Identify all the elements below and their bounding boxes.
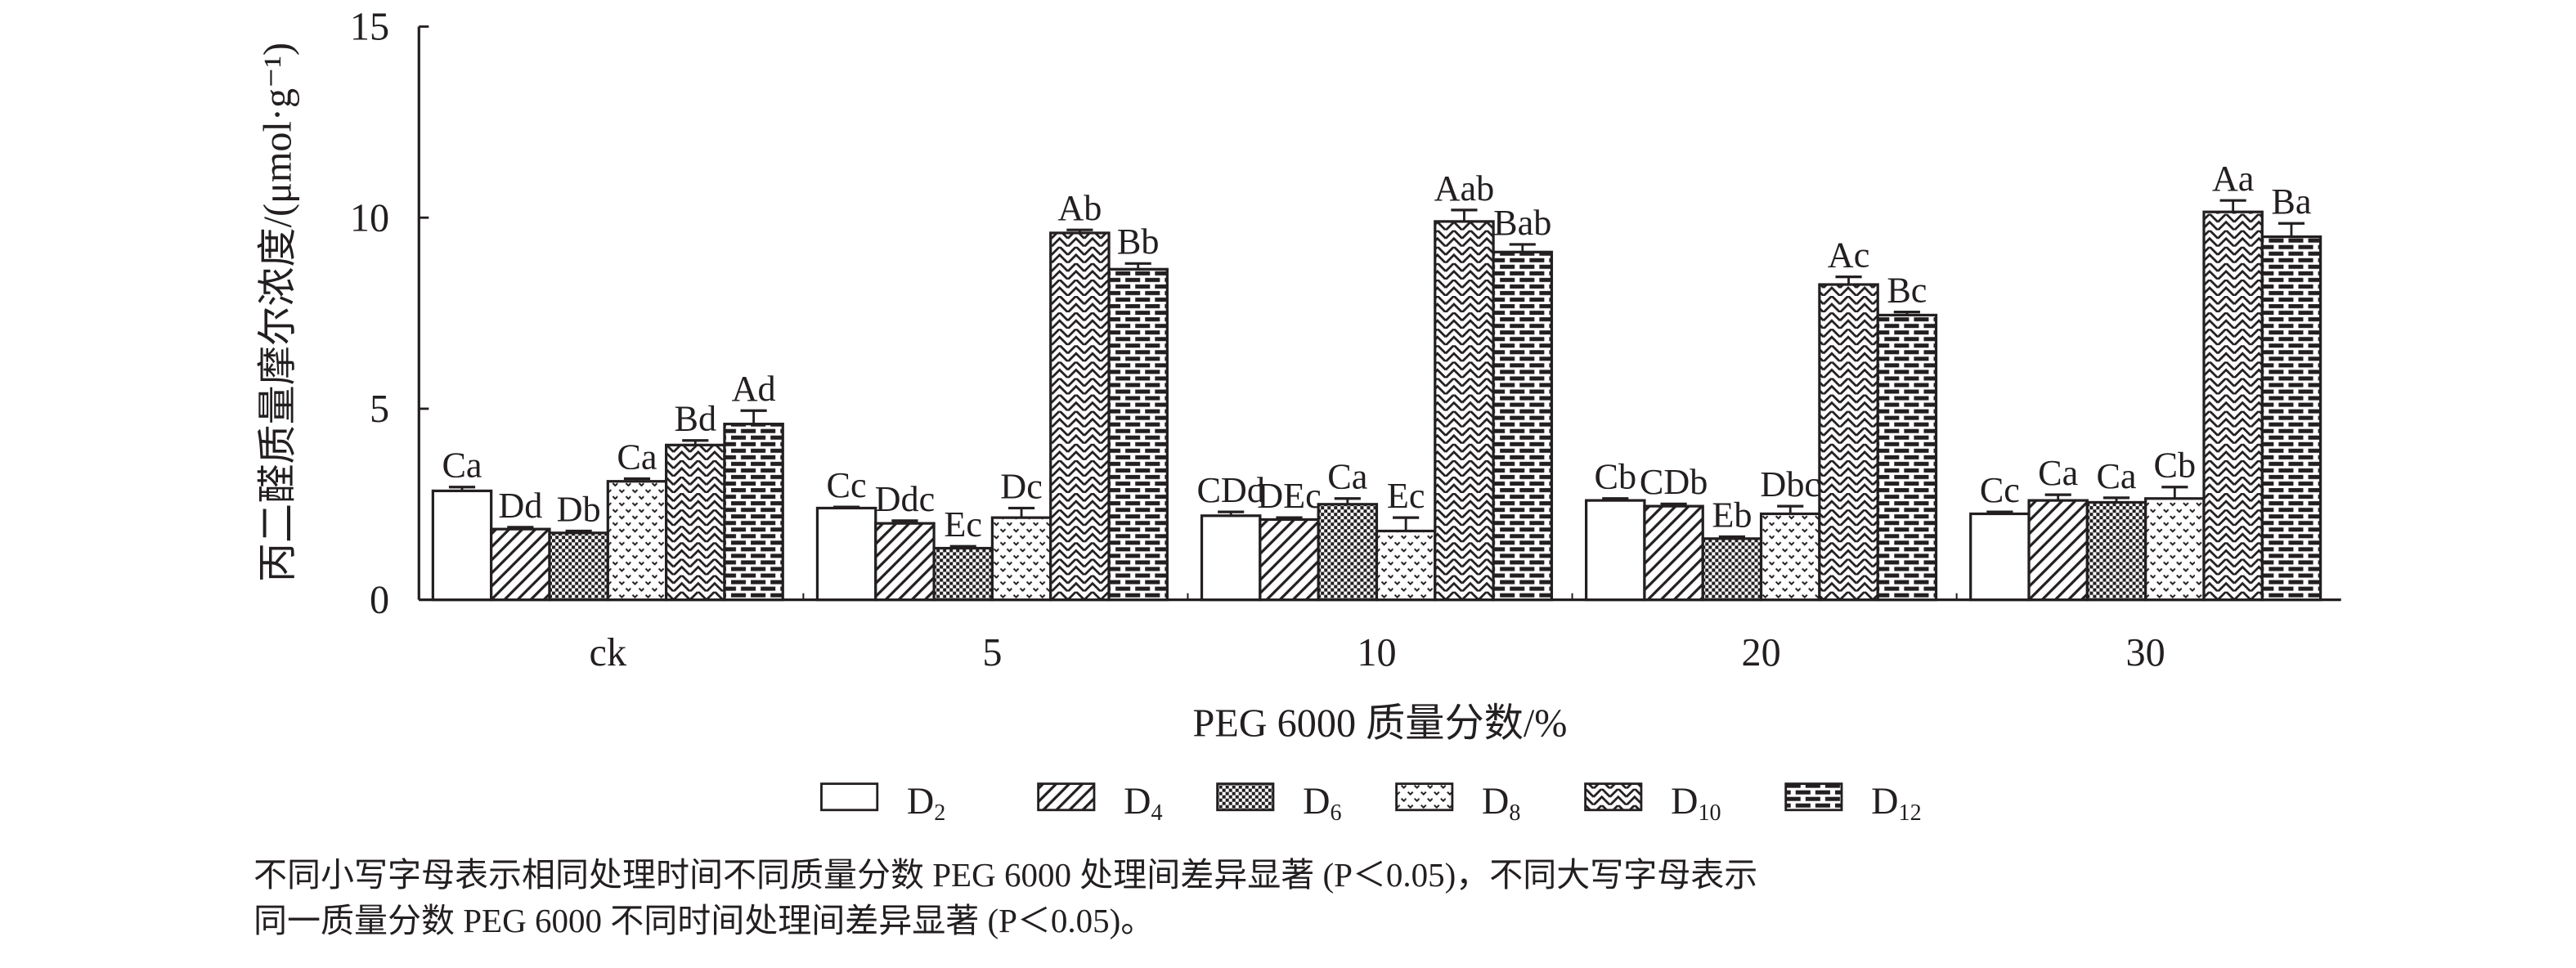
significance-label: Ad [732,369,776,409]
legend-label-subscript: 6 [1330,800,1341,826]
legend-label-base: D [1124,780,1151,822]
significance-label: Aab [1434,168,1495,208]
legend-label-base: D [907,780,934,822]
x-axis-label: PEG 6000 质量分数/% [1193,701,1568,745]
bar-D8-10 [1375,529,1437,602]
significance-label: Cb [2154,446,2197,486]
significance-label: Ca [2096,456,2136,496]
y-tick-label: 10 [350,196,389,240]
significance-label: Ca [1327,457,1367,497]
significance-label: Cc [1980,470,2020,510]
significance-label: Ca [442,446,482,486]
x-tick-label: 30 [2126,631,2165,674]
bar-D2-30 [1969,512,2031,602]
legend-label-subscript: 2 [934,800,945,826]
bar-D12-20 [1876,313,1938,602]
legend-swatch-D12 [1784,782,1843,812]
bar-D10-30 [2202,210,2264,602]
bar-D6-20 [1701,537,1763,602]
significance-label: Db [557,489,601,529]
significance-label: Ec [1387,476,1425,516]
x-tick-label: 5 [982,631,1002,674]
bar-D8-30 [2144,497,2206,602]
legend-label-base: D [1482,780,1509,822]
legend-label-D2: D2 [907,780,945,826]
y-axis-label: 丙二醛质量摩尔浓度/(μmol·g⁻¹) [257,43,300,582]
bar-D10-ck [665,443,726,602]
significance-label: Ba [2271,182,2311,222]
bar-D4-20 [1643,504,1704,602]
legend-label-D8: D8 [1482,780,1520,826]
significance-label: Bc [1887,271,1927,311]
bar-D12-ck [723,423,784,602]
legend-swatch-D4 [1037,782,1096,812]
legend-label-D10: D10 [1671,780,1721,826]
significance-label: Dbc [1760,464,1820,504]
bar-D10-20 [1818,283,1879,602]
legend-label-subscript: 10 [1698,800,1721,826]
y-tick-label: 5 [370,388,389,431]
y-tick-label: 15 [350,6,389,49]
legend-label-D4: D4 [1124,780,1162,826]
significance-label: Bb [1117,222,1160,262]
significance-label: Dd [498,486,542,526]
bar-D6-30 [2085,500,2147,602]
bar-D2-20 [1585,499,1646,602]
significance-label: Ab [1057,188,1102,228]
legend-swatch-D8 [1395,782,1454,812]
bar-D2-5 [815,506,877,602]
legend-label-D12: D12 [1871,780,1921,826]
bar-D10-10 [1434,220,1495,602]
bar-D4-30 [2027,499,2089,602]
significance-label: DEc [1257,476,1322,516]
significance-label: Dc [1000,466,1043,506]
legend-swatch-D2 [820,782,879,812]
significance-label: Cc [827,465,867,505]
significance-label: Ec [944,504,982,544]
bar-D8-ck [606,480,668,602]
legend-label-D6: D6 [1303,780,1341,826]
bar-D12-30 [2260,235,2322,602]
bar-D6-ck [548,531,609,602]
bar-D4-ck [490,527,551,602]
legend-label-base: D [1303,780,1330,822]
significance-label: Eb [1712,495,1752,535]
bar-D2-10 [1200,514,1262,602]
significance-label: Aa [2212,159,2255,199]
significance-label: CDb [1640,462,1708,502]
significance-label: Ddc [875,479,936,519]
bar-D6-5 [932,546,994,602]
x-tick-label: ck [590,631,627,674]
y-tick-label: 0 [370,579,389,622]
legend-label-subscript: 8 [1509,800,1520,826]
legend-label-subscript: 12 [1899,800,1922,826]
x-tick-label: 10 [1357,631,1396,674]
significance-label: Ca [617,437,657,477]
x-tick-label: 20 [1741,631,1780,674]
bar-D12-10 [1492,250,1554,602]
significance-label: Bab [1493,203,1551,243]
bar-D8-20 [1759,512,1821,602]
bar-D10-5 [1049,231,1111,602]
legend-label-base: D [1871,780,1898,822]
bar-D6-10 [1317,503,1379,602]
footnote-line-1: 不同小写字母表示相同处理时间不同质量分数 PEG 6000 处理间差异显著 (P… [254,856,1758,894]
bar-D2-ck [431,489,493,602]
significance-label: Ac [1828,235,1870,276]
significance-label: Cb [1594,457,1636,497]
bar-D4-5 [874,522,936,602]
footnote-line-2: 同一质量分数 PEG 6000 不同时间处理间差异显著 (P＜0.05)。 [254,902,1155,939]
legend-label-base: D [1671,780,1698,822]
legend-swatch-D10 [1584,782,1643,812]
legend-swatch-D6 [1216,782,1275,812]
significance-label: Ca [2038,453,2078,493]
bar-D12-5 [1107,267,1169,602]
bar-D4-10 [1259,518,1320,602]
significance-label: CDd [1196,470,1264,510]
significance-label: Bd [674,399,716,439]
legend-label-subscript: 4 [1151,800,1162,826]
bar-D8-5 [990,516,1052,602]
